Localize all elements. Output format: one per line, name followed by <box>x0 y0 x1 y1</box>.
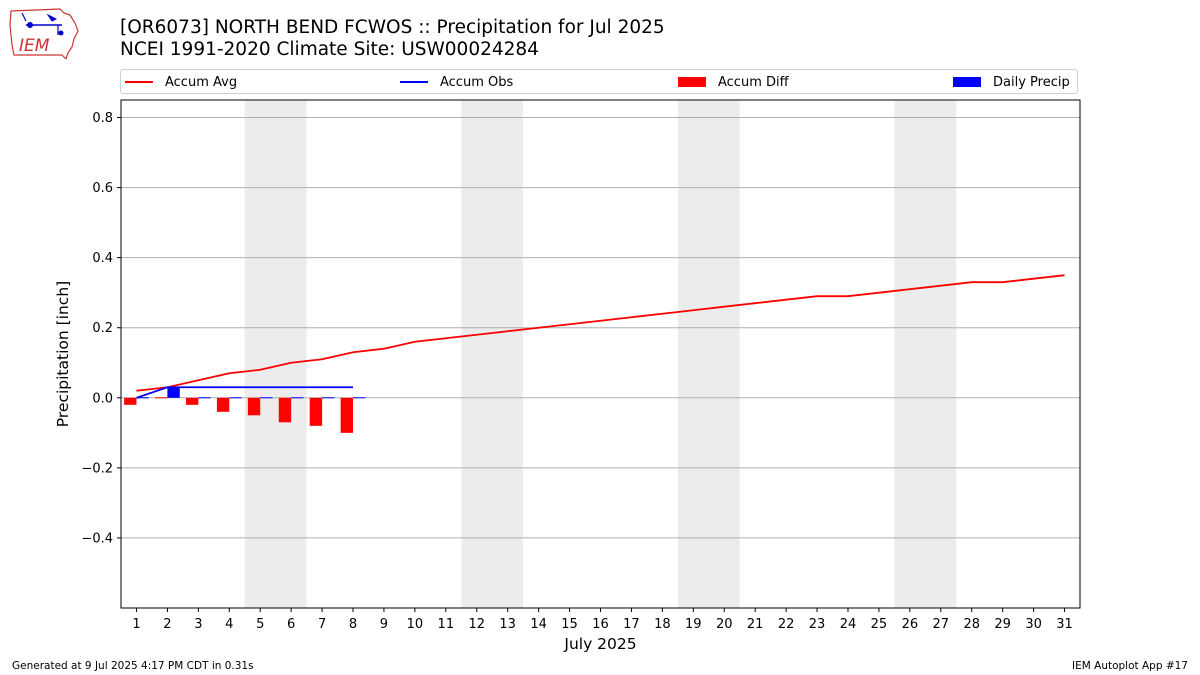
y-tick-label: 0.6 <box>92 181 113 196</box>
legend: Accum Avg Accum Obs Accum Diff Daily Pre… <box>120 69 1078 94</box>
x-tick-label: 5 <box>256 617 264 632</box>
x-tick-label: 21 <box>747 617 764 632</box>
x-tick-label: 14 <box>530 617 547 632</box>
y-tick-label: 0.2 <box>92 321 113 336</box>
legend-swatch-accum-obs <box>400 81 428 83</box>
bar-daily-precip <box>291 397 304 399</box>
title-line-1: [OR6073] NORTH BEND FCWOS :: Precipitati… <box>120 17 665 38</box>
x-tick-label: 18 <box>654 617 671 632</box>
legend-item-accum-obs: Accum Obs <box>400 73 513 91</box>
x-axis-label: July 2025 <box>563 635 636 653</box>
bar-accum-diff <box>124 397 137 405</box>
x-tick-label: 4 <box>225 617 233 632</box>
legend-label-accum-diff: Accum Diff <box>718 74 789 90</box>
bar-daily-precip <box>260 397 273 399</box>
legend-label-accum-avg: Accum Avg <box>165 74 238 90</box>
x-tick-label: 13 <box>499 617 516 632</box>
x-tick-label: 19 <box>685 617 702 632</box>
iowa-state-outline-icon <box>9 8 79 59</box>
bar-daily-precip <box>136 397 149 399</box>
x-tick-label: 8 <box>349 617 357 632</box>
bar-daily-precip <box>198 397 211 399</box>
x-tick-label: 12 <box>468 617 485 632</box>
bar-accum-diff <box>155 397 168 399</box>
y-tick-label: 0.8 <box>92 111 113 126</box>
generated-timestamp: Generated at 9 Jul 2025 4:17 PM CDT in 0… <box>12 660 254 672</box>
iem-logo: IEM <box>9 8 79 59</box>
weekend-shade-1 <box>461 100 524 608</box>
line-accum-avg <box>136 274 1065 392</box>
line-accum-obs <box>136 386 354 399</box>
plot-frame <box>120 99 1081 609</box>
x-tick-label: 26 <box>902 617 919 632</box>
x-tick-label: 2 <box>163 617 171 632</box>
chart-title: [OR6073] NORTH BEND FCWOS :: Precipitati… <box>120 17 665 61</box>
x-tick-label: 6 <box>287 617 295 632</box>
legend-item-accum-diff: Accum Diff <box>678 73 789 91</box>
y-tick-label: 0.4 <box>92 251 113 266</box>
bar-accum-diff <box>216 397 230 412</box>
x-tick-label: 31 <box>1056 617 1073 632</box>
bar-daily-precip <box>353 397 366 399</box>
legend-label-accum-obs: Accum Obs <box>440 74 514 90</box>
legend-swatch-accum-avg <box>125 81 153 83</box>
bar-daily-precip <box>167 387 180 398</box>
logo-text: IEM <box>19 36 50 56</box>
x-tick-label: 23 <box>809 617 826 632</box>
weekend-shade-2 <box>677 100 740 608</box>
y-tick-label: −0.4 <box>81 531 113 546</box>
legend-item-accum-avg: Accum Avg <box>125 73 237 91</box>
bar-accum-diff <box>309 397 323 426</box>
bar-daily-precip <box>322 397 335 399</box>
weekend-shade-3 <box>894 100 957 608</box>
x-tick-label: 9 <box>380 617 388 632</box>
x-tick-label: 7 <box>318 617 326 632</box>
bar-accum-diff <box>185 397 199 405</box>
x-tick-label: 3 <box>194 617 202 632</box>
bar-accum-diff <box>278 397 292 423</box>
y-axis-label: Precipitation [inch] <box>54 281 72 427</box>
x-tick-label: 11 <box>438 617 455 632</box>
x-tick-label: 17 <box>623 617 640 632</box>
x-tick-label: 30 <box>1025 617 1042 632</box>
weekend-shade-0 <box>244 100 307 608</box>
y-tick-label: −0.2 <box>81 461 113 476</box>
legend-swatch-daily-precip <box>953 77 981 87</box>
x-tick-label: 28 <box>963 617 980 632</box>
bar-daily-precip <box>229 397 242 399</box>
legend-item-daily-precip: Daily Precip <box>953 73 1070 91</box>
x-tick-label: 10 <box>407 617 424 632</box>
x-tick-label: 22 <box>778 617 795 632</box>
bar-accum-diff <box>247 397 261 416</box>
legend-swatch-accum-diff <box>678 77 706 87</box>
legend-label-daily-precip: Daily Precip <box>993 74 1070 90</box>
x-tick-label: 15 <box>561 617 578 632</box>
y-tick-label: 0.0 <box>92 391 113 406</box>
x-tick-label: 27 <box>933 617 950 632</box>
x-tick-label: 1 <box>132 617 140 632</box>
app-credit: IEM Autoplot App #17 <box>1072 660 1188 672</box>
x-tick-label: 25 <box>871 617 888 632</box>
title-line-2: NCEI 1991-2020 Climate Site: USW00024284 <box>120 39 539 60</box>
x-tick-label: 29 <box>994 617 1011 632</box>
x-tick-label: 16 <box>592 617 609 632</box>
x-tick-label: 20 <box>716 617 733 632</box>
x-tick-label: 24 <box>840 617 857 632</box>
bar-accum-diff <box>340 397 354 433</box>
weather-instrument-icon <box>21 12 64 36</box>
